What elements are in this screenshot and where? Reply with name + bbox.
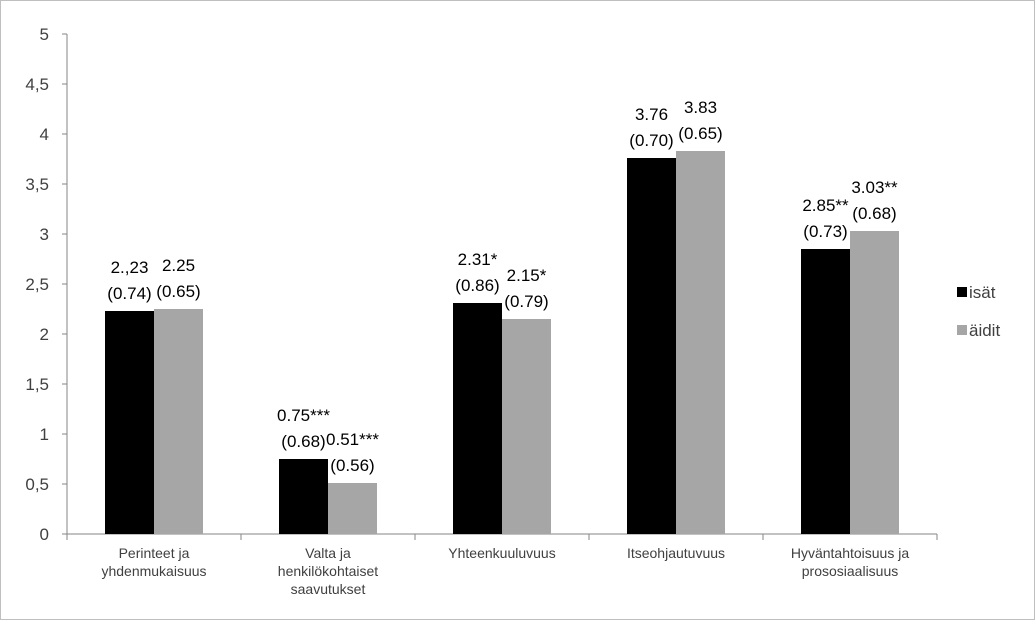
bar-aidit bbox=[502, 319, 551, 534]
x-category-label: prososiaalisuus bbox=[802, 563, 899, 579]
data-label: (0.73) bbox=[803, 222, 847, 241]
legend-swatch bbox=[957, 325, 967, 335]
data-label: (0.68) bbox=[281, 432, 325, 451]
x-category-label: Yhteenkuuluvuus bbox=[448, 545, 555, 561]
y-tick-label: 5 bbox=[40, 25, 49, 44]
y-tick-label: 0,5 bbox=[25, 475, 49, 494]
data-label: 2.15* bbox=[507, 266, 547, 285]
x-category-label: saavutukset bbox=[291, 581, 366, 597]
y-tick-label: 3,5 bbox=[25, 175, 49, 194]
y-tick-label: 4,5 bbox=[25, 75, 49, 94]
data-label: (0.70) bbox=[629, 131, 673, 150]
bar-isat bbox=[453, 303, 502, 534]
bar-isat bbox=[627, 158, 676, 534]
data-label: (0.79) bbox=[504, 292, 548, 311]
data-label: (0.65) bbox=[678, 124, 722, 143]
data-label: 2.85** bbox=[802, 196, 849, 215]
x-category-label: Valta ja bbox=[305, 545, 351, 561]
bar-aidit bbox=[328, 483, 377, 534]
bar-isat bbox=[279, 459, 328, 534]
data-label: (0.68) bbox=[852, 204, 896, 223]
y-tick-label: 3 bbox=[40, 225, 49, 244]
x-category-label: Hyväntahtoisuus ja bbox=[791, 545, 910, 561]
data-label: 2.25 bbox=[162, 256, 195, 275]
data-label: (0.74) bbox=[107, 284, 151, 303]
legend-label: isät bbox=[969, 283, 996, 302]
y-tick-label: 1 bbox=[40, 425, 49, 444]
data-label: 2.31* bbox=[458, 250, 498, 269]
bar-aidit bbox=[850, 231, 899, 534]
data-label: 0.75*** bbox=[277, 406, 330, 425]
y-tick-label: 0 bbox=[40, 525, 49, 544]
data-label: (0.65) bbox=[156, 282, 200, 301]
x-category-label: Perinteet ja bbox=[119, 545, 190, 561]
y-tick-label: 1,5 bbox=[25, 375, 49, 394]
bar-aidit bbox=[154, 309, 203, 534]
bar-isat bbox=[801, 249, 850, 534]
x-category-label: Itseohjautuvuus bbox=[627, 545, 725, 561]
legend-swatch bbox=[957, 287, 967, 297]
x-category-label: yhdenmukaisuus bbox=[101, 563, 206, 579]
y-tick-label: 2,5 bbox=[25, 275, 49, 294]
x-category-label: henkilökohtaiset bbox=[278, 563, 379, 579]
y-tick-label: 2 bbox=[40, 325, 49, 344]
data-label: (0.56) bbox=[330, 456, 374, 475]
bar-aidit bbox=[676, 151, 725, 534]
bar-isat bbox=[105, 311, 154, 534]
legend-label: äidit bbox=[969, 321, 1000, 340]
data-label: 2.,23 bbox=[111, 258, 149, 277]
y-tick-label: 4 bbox=[40, 125, 49, 144]
data-label: (0.86) bbox=[455, 276, 499, 295]
data-label: 3.76 bbox=[635, 105, 668, 124]
data-label: 3.83 bbox=[684, 98, 717, 117]
data-label: 3.03** bbox=[851, 178, 898, 197]
data-label: 0.51*** bbox=[326, 430, 379, 449]
